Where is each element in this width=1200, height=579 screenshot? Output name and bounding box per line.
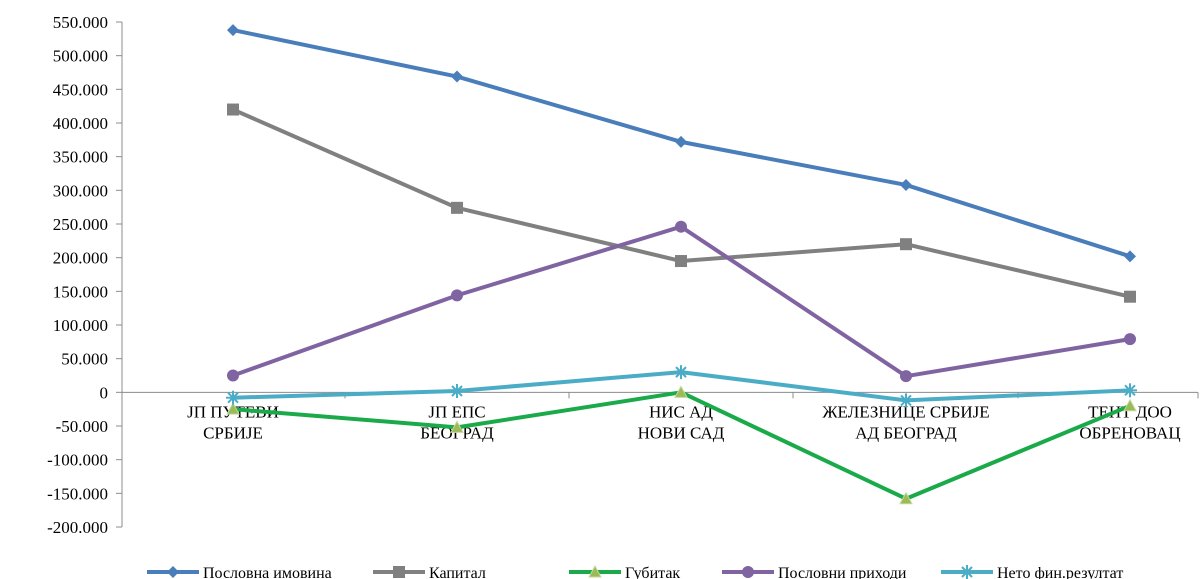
data-point-triangle [588,564,602,578]
legend: Пословна имовина Капитал Губитак Пословни п… [147,564,1123,579]
legend-label: Губитак [625,565,680,579]
legend-item: Пословна имовина [147,565,332,579]
data-point-diamond [451,70,463,83]
star-stroke [451,385,463,397]
data-point-circle [675,220,687,233]
y-tick-label: 200.000 [53,249,108,268]
legend-label: Нето фин.резултат [997,565,1123,579]
category-label-line: ОБРЕНОВАЦ [1079,423,1180,442]
category-label-line: СРБИЈЕ [203,423,263,442]
y-tick-label: 350.000 [53,148,108,167]
legend-label: Пословна имовина [203,565,332,579]
category-label-line: НИС АД [649,402,713,421]
data-point-square [675,255,687,268]
series-markers [226,24,1137,505]
data-point-square [393,566,405,578]
data-point-circle [1124,333,1136,346]
legend-item: Пословни приходи [722,565,907,579]
data-point-diamond [900,178,912,191]
y-tick-label: 550.000 [53,13,108,32]
y-tick-label: -50.000 [56,417,108,436]
data-point-triangle [226,402,240,415]
data-point-circle [451,289,463,302]
data-point-diamond [227,24,239,37]
data-point-circle [742,566,754,578]
data-point-diamond [1124,250,1136,263]
data-point-square [451,201,463,214]
star-stroke [900,394,912,407]
category-label-line: ЖЕЛЕЗНИЦЕ СРБИЈЕ [822,402,989,421]
y-tick-label: -100.000 [47,451,108,470]
y-tick-label: 450.000 [53,80,108,99]
y-tick-label: 300.000 [53,181,108,200]
category-label: НИС АД НОВИ САД [638,402,725,442]
y-tick-label: 400.000 [53,114,108,133]
data-point-star [899,393,913,408]
legend-item: Капитал [373,565,486,579]
series-line [231,224,1132,379]
legend-item: Нето фин.резултат [941,565,1123,579]
data-point-star [226,390,240,405]
data-point-triangle [450,420,464,433]
y-tick-label: 150.000 [53,282,108,301]
axes [121,22,1198,527]
data-point-circle [900,370,912,383]
y-tick-label: -150.000 [47,484,108,503]
data-point-star [1123,383,1137,398]
y-tick-label: 0 [100,383,109,402]
data-point-diamond [675,135,687,148]
star-stroke [227,392,239,404]
legend-item: Губитак [569,564,680,579]
y-axis-ticks: 550.000 500.000 450.000 400.000 350.000 300.0… [47,13,122,537]
data-point-star [450,383,464,398]
data-point-triangle [1123,398,1137,412]
legend-label: Капитал [429,565,486,579]
star-stroke [1124,384,1136,397]
y-tick-label: 250.000 [53,215,108,234]
data-point-square [900,238,912,251]
category-label: ЖЕЛЕЗНИЦЕ СРБИЈЕ АД БЕОГРАД [822,402,989,442]
star-stroke [675,366,687,378]
star-stroke [961,566,973,578]
data-point-triangle [899,491,913,505]
y-tick-label: 100.000 [53,316,108,335]
data-point-circle [227,369,239,382]
data-point-square [1124,290,1136,303]
data-point-star [960,565,974,579]
data-point-triangle [674,385,688,398]
category-label-line: АД БЕОГРАД [855,423,957,442]
data-point-diamond [167,566,179,578]
y-tick-label: 500.000 [53,47,108,66]
legend-label: Пословни приходи [778,565,907,579]
data-point-square [227,103,239,116]
y-tick-label: -200.000 [47,518,108,537]
data-point-star [674,365,688,380]
category-label-line: НОВИ САД [638,423,725,442]
category-label-line: ЈП ЕПС [428,402,485,421]
y-tick-label: 50.000 [61,350,108,369]
